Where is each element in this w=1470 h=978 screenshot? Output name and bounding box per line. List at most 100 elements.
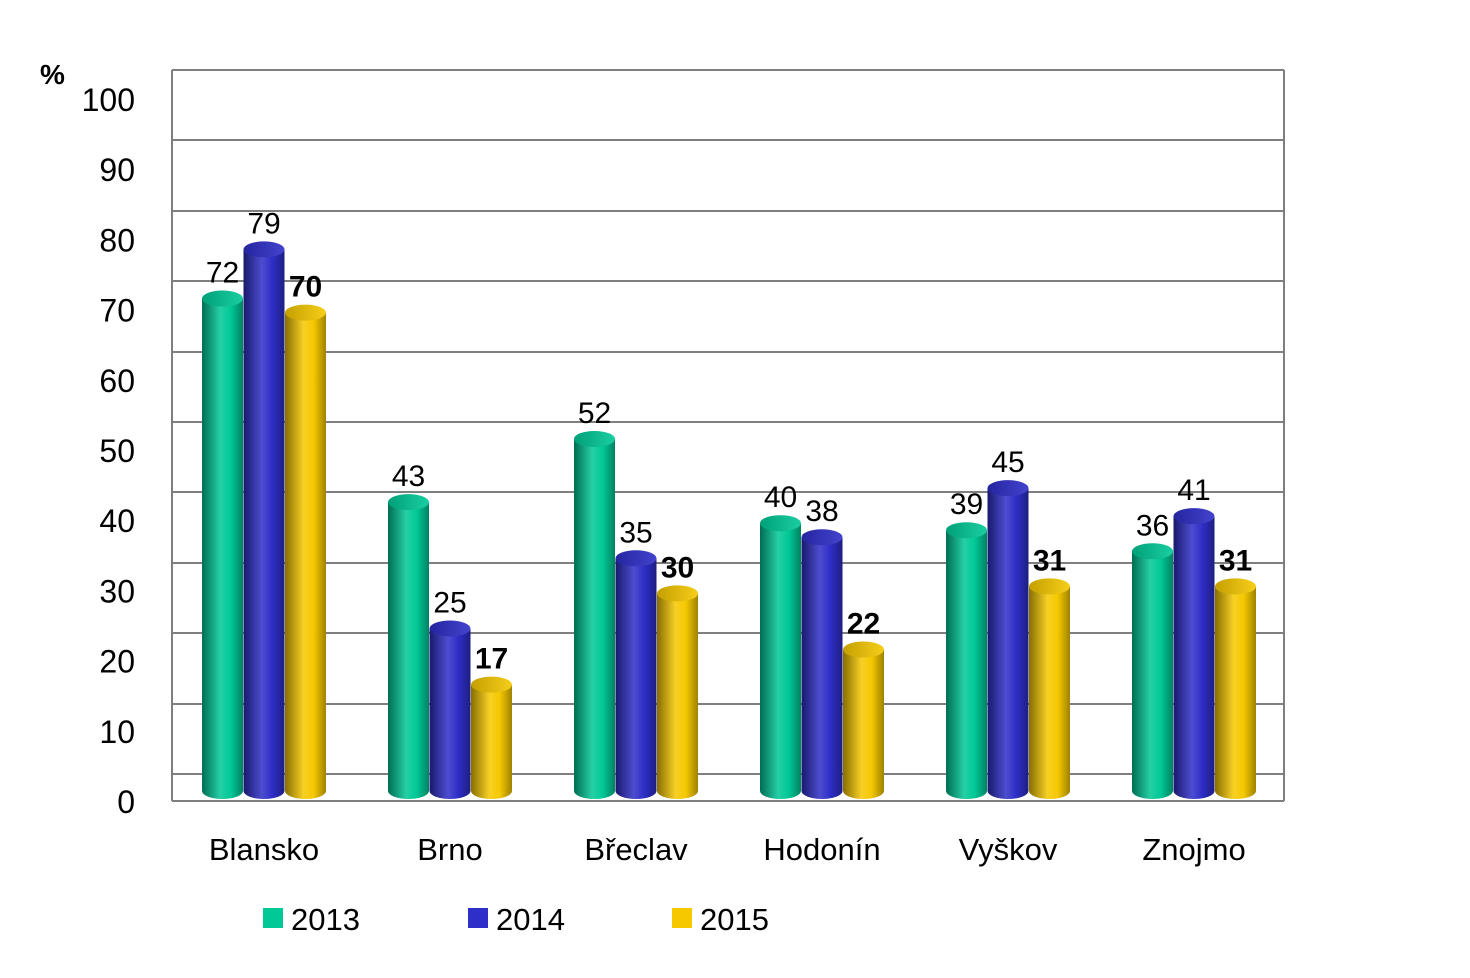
bar-base (471, 783, 512, 799)
bar-base (574, 783, 615, 799)
y-tick-label: 50 (99, 433, 135, 469)
bar-2014-Brno (429, 628, 471, 791)
bar-cap (1132, 543, 1173, 560)
data-label: 72 (206, 257, 239, 290)
y-tick-label: 0 (117, 784, 135, 820)
y-tick-label: 30 (99, 573, 135, 609)
bar-2014-Blansko (243, 249, 285, 792)
bar-2015-Znojmo (1215, 586, 1256, 791)
bar-2013-Blansko (202, 298, 243, 791)
bar-cap (1215, 578, 1256, 595)
bar-2014-Břeclav (615, 558, 657, 791)
data-label: 40 (764, 481, 797, 514)
y-unit-label: % (40, 59, 65, 90)
bar-base (1215, 783, 1256, 799)
bar-cap (243, 241, 285, 258)
bar-cap (429, 620, 471, 637)
bar-2013-Vyškov (946, 530, 987, 791)
bar-2013-Břeclav (574, 438, 615, 791)
bar-cap (946, 522, 987, 539)
y-tick-label: 20 (99, 644, 135, 680)
bar-base (615, 783, 657, 799)
bar-2015-Vyškov (1029, 586, 1070, 791)
x-category-label: Znojmo (1142, 832, 1245, 867)
data-label: 43 (392, 460, 425, 493)
bar-base (285, 783, 326, 799)
bar-base (987, 783, 1029, 799)
legend: 2013 2014 2015 (263, 902, 769, 937)
x-category-label: Vyškov (959, 832, 1058, 867)
bar-2014-Vyškov (987, 488, 1029, 791)
bar-base (429, 783, 471, 799)
bar-cap (1173, 508, 1215, 525)
bars (202, 241, 1256, 799)
bar-base (1173, 783, 1215, 799)
bar-2015-Břeclav (657, 593, 698, 791)
bar-base (1029, 783, 1070, 799)
bar-2015-Brno (471, 684, 512, 791)
bar-2015-Hodonín (843, 649, 884, 791)
data-label: 79 (247, 207, 280, 240)
data-label: 31 (1219, 544, 1252, 577)
data-label: 35 (619, 516, 652, 549)
axes: % 0 10 20 30 40 50 60 70 80 90 100 Blansko Brno Břecla… (40, 59, 1285, 867)
data-label: 36 (1136, 509, 1169, 542)
bar-cap (760, 515, 801, 532)
x-category-label: Brno (417, 832, 482, 867)
bar-base (202, 783, 243, 799)
bar-2014-Znojmo (1173, 516, 1215, 791)
data-label: 25 (433, 587, 466, 620)
bar-cap (471, 676, 512, 693)
data-label: 70 (289, 271, 322, 304)
x-category-label: Blansko (209, 832, 319, 867)
bar-cap (615, 550, 657, 567)
x-category-label: Břeclav (584, 832, 688, 867)
bar-base (946, 783, 987, 799)
bar-cap (843, 641, 884, 658)
bar-base (1132, 783, 1173, 799)
data-label: 17 (475, 643, 508, 676)
data-label: 52 (578, 397, 611, 430)
bar-cap (285, 304, 326, 321)
bar-2013-Znojmo (1132, 551, 1173, 791)
bar-2013-Hodonín (760, 523, 801, 791)
legend-swatch-2014 (468, 908, 488, 928)
bar-base (801, 783, 843, 799)
legend-swatch-2015 (672, 908, 692, 928)
bar-2013-Brno (388, 502, 429, 791)
legend-label-2015: 2015 (700, 902, 769, 937)
data-label: 45 (991, 446, 1024, 479)
data-label: 22 (847, 608, 880, 641)
bar-2015-Blansko (285, 312, 326, 791)
bar-cap (657, 585, 698, 602)
y-tick-label: 70 (99, 293, 135, 329)
data-label: 38 (805, 495, 838, 528)
bar-base (843, 783, 884, 799)
bar-2014-Hodonín (801, 537, 843, 791)
bar-cap (202, 290, 243, 307)
data-label: 39 (950, 488, 983, 521)
bar-cap (388, 494, 429, 511)
legend-label-2014: 2014 (496, 902, 565, 937)
y-tick-label: 100 (82, 82, 135, 118)
y-tick-label: 90 (99, 152, 135, 188)
x-category-label: Hodonín (763, 832, 880, 867)
bar-cap (987, 480, 1029, 497)
legend-swatch-2013 (263, 908, 283, 928)
gridlines (172, 69, 1284, 775)
y-tick-label: 10 (99, 714, 135, 750)
y-tick-label: 40 (99, 503, 135, 539)
bar-base (243, 783, 285, 799)
bar-base (388, 783, 429, 799)
bar-cap (1029, 578, 1070, 595)
y-tick-label: 80 (99, 222, 135, 258)
bar-base (657, 783, 698, 799)
data-label: 41 (1177, 474, 1210, 507)
y-tick-label: 60 (99, 363, 135, 399)
bar-cap (801, 529, 843, 546)
data-label: 30 (661, 551, 694, 584)
legend-label-2013: 2013 (291, 902, 360, 937)
